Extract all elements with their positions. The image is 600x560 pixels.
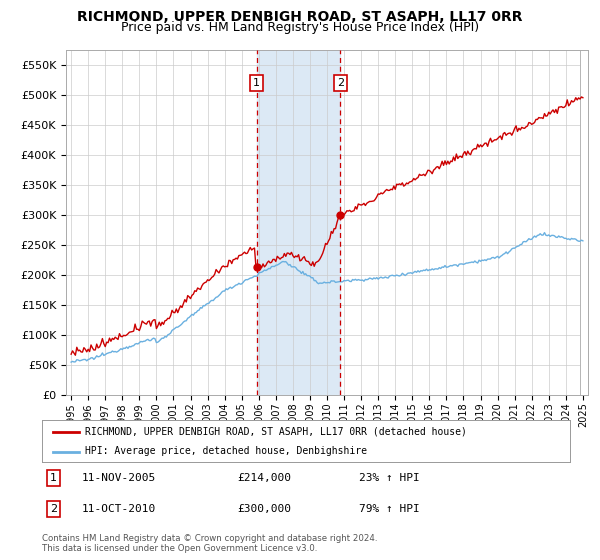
Text: 11-OCT-2010: 11-OCT-2010 [82,504,156,514]
Text: 79% ↑ HPI: 79% ↑ HPI [359,504,419,514]
Point [252,262,262,271]
Text: RICHMOND, UPPER DENBIGH ROAD, ST ASAPH, LL17 0RR (detached house): RICHMOND, UPPER DENBIGH ROAD, ST ASAPH, … [85,427,467,437]
Text: 1: 1 [253,78,260,88]
Bar [580,50,592,395]
Text: HPI: Average price, detached house, Denbighshire: HPI: Average price, detached house, Denb… [85,446,367,456]
Text: 11-NOV-2005: 11-NOV-2005 [82,473,156,483]
Point [335,211,345,220]
Text: 1: 1 [50,473,57,483]
Text: 2: 2 [50,504,57,514]
Text: RICHMOND, UPPER DENBIGH ROAD, ST ASAPH, LL17 0RR: RICHMOND, UPPER DENBIGH ROAD, ST ASAPH, … [77,10,523,24]
Text: £214,000: £214,000 [238,473,292,483]
Text: Price paid vs. HM Land Registry's House Price Index (HPI): Price paid vs. HM Land Registry's House … [121,21,479,34]
Text: Contains HM Land Registry data © Crown copyright and database right 2024.
This d: Contains HM Land Registry data © Crown c… [42,534,377,553]
Text: 23% ↑ HPI: 23% ↑ HPI [359,473,419,483]
Bar [257,50,340,395]
Text: 2: 2 [337,78,344,88]
Text: £300,000: £300,000 [238,504,292,514]
